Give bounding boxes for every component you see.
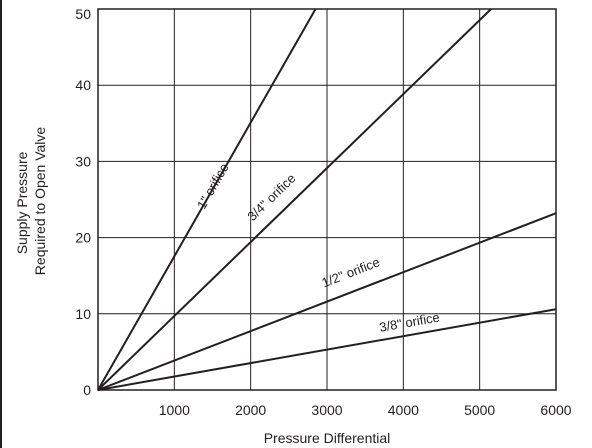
series-line-0 [97,8,317,391]
x-tick-label-5000: 5000 [464,402,495,418]
y-axis-title-line-1: Supply Pressure [14,151,30,254]
y-tick-label-30: 30 [75,153,91,169]
x-tick-label-3000: 3000 [311,402,342,418]
x-tick-label-2000: 2000 [235,402,266,418]
y-axis-title-line-2: Required to Open Valve [32,127,48,276]
y-tick-label-10: 10 [75,306,91,322]
x-tick-label-6000: 6000 [540,402,571,418]
y-tick-labels: 0 10 20 30 40 50 [75,6,91,398]
series-line-1 [97,8,492,391]
plot-border [97,8,557,391]
grid [98,9,556,390]
x-tick-label-4000: 4000 [388,402,419,418]
y-axis-title: Supply Pressure Required to Open Valve [14,127,48,276]
series-line-3 [97,308,557,391]
x-tick-label-1000: 1000 [159,402,190,418]
x-axis-title: Pressure Differential [264,430,391,446]
y-tick-label-20: 20 [75,230,91,246]
y-tick-label-40: 40 [75,77,91,93]
series-lines [97,8,557,391]
series-line-2 [97,212,557,391]
x-tick-labels: 1000 2000 3000 4000 5000 6000 [159,402,572,418]
y-tick-label-0: 0 [83,382,91,398]
y-tick-label-50: 50 [75,6,91,22]
